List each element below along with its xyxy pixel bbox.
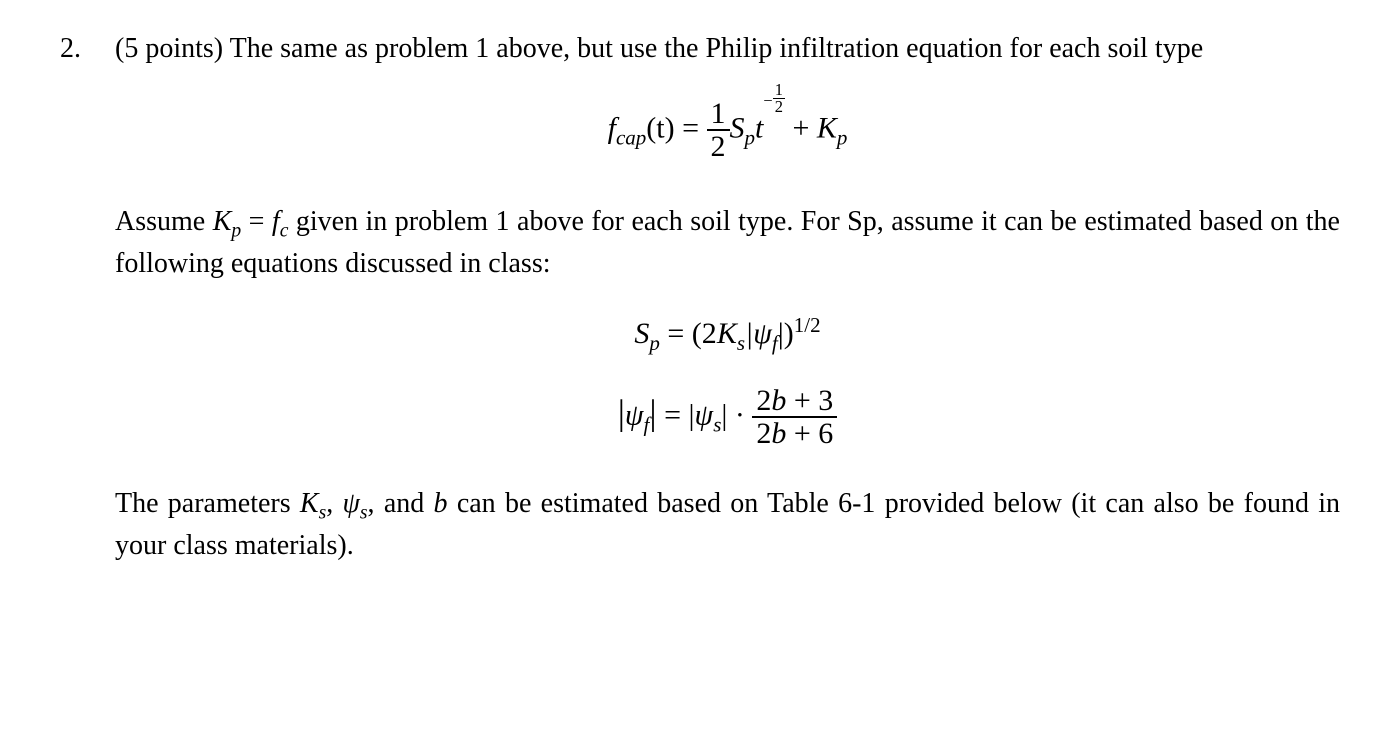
eq3-d-text: 2b + 6 bbox=[756, 417, 833, 450]
eq2-eq: = (2 bbox=[660, 317, 717, 350]
param-a: The parameters bbox=[115, 488, 300, 519]
assume-a: Assume bbox=[115, 206, 213, 237]
eq2-K: K bbox=[717, 317, 737, 350]
assume-b: given in problem 1 above for each soil t… bbox=[115, 206, 1340, 279]
problem-number: 2. bbox=[60, 30, 115, 68]
eq1-K: K bbox=[817, 111, 837, 144]
eq3-lclose: | bbox=[649, 392, 656, 432]
kp: K bbox=[213, 206, 232, 237]
eq2-Ksub: s bbox=[737, 331, 745, 355]
eq1-half-n: 1 bbox=[707, 98, 730, 130]
psis: ψ bbox=[343, 488, 360, 519]
problem-body: (5 points) The same as problem 1 above, … bbox=[115, 30, 1340, 565]
eq1-plus: + bbox=[785, 111, 817, 144]
Ks: K bbox=[300, 488, 319, 519]
points: (5 points) bbox=[115, 33, 230, 64]
comma1: , bbox=[326, 488, 342, 519]
eq3-eq: = bbox=[657, 398, 689, 431]
fc: f bbox=[272, 206, 280, 237]
equation-2: Sp = (2Ks|ψf|)1/2 bbox=[115, 311, 1340, 357]
equation-3: |ψf| = |ψs| · 2b + 32b + 6 bbox=[115, 385, 1340, 450]
eq-sign: = bbox=[241, 206, 272, 237]
eq3-psif: ψ bbox=[625, 398, 644, 431]
params-paragraph: The parameters Ks, ψs, and b can be esti… bbox=[115, 485, 1340, 565]
eq1-exp-n: 1 bbox=[773, 82, 785, 99]
eq3-frac-d: 2b + 6 bbox=[752, 416, 837, 450]
intro-line: (5 points) The same as problem 1 above, … bbox=[115, 30, 1340, 68]
eq1-exp-d: 2 bbox=[773, 98, 785, 116]
eq3-frac: 2b + 32b + 6 bbox=[752, 385, 837, 450]
b: b bbox=[434, 488, 448, 519]
eq2-S: S bbox=[634, 317, 649, 350]
eq1-exp-frac: 12 bbox=[773, 82, 785, 116]
comma2: , and bbox=[368, 488, 434, 519]
eq1-exp: −12 bbox=[763, 77, 785, 118]
kp-sub: p bbox=[231, 220, 241, 241]
eq3-frac-n: 2b + 3 bbox=[752, 385, 837, 417]
eq1-Ssub: p bbox=[745, 125, 756, 149]
eq1-cap: cap bbox=[616, 125, 646, 149]
eq2-close: |) bbox=[778, 317, 794, 350]
eq2-exp: 1/2 bbox=[794, 313, 821, 337]
eq2-Ssub: p bbox=[649, 331, 660, 355]
eq1-t: (t) = bbox=[646, 111, 706, 144]
eq1-half: 12 bbox=[707, 98, 730, 163]
intro-text: The same as problem 1 above, but use the… bbox=[230, 33, 1204, 64]
eq1-f: f bbox=[608, 111, 616, 144]
eq1-S: S bbox=[730, 111, 745, 144]
eq1-neg: − bbox=[763, 91, 772, 110]
eq3-n-text: 2b + 3 bbox=[756, 384, 833, 417]
assume-paragraph: Assume Kp = fc given in problem 1 above … bbox=[115, 203, 1340, 283]
eq1-Ksub: p bbox=[837, 125, 848, 149]
equation-1: fcap(t) = 12Spt−12 + Kp bbox=[115, 98, 1340, 163]
problem-2: 2. (5 points) The same as problem 1 abov… bbox=[60, 30, 1340, 565]
eq3-dot: · bbox=[727, 398, 752, 431]
eq3-lopen: | bbox=[618, 392, 625, 432]
eq3-psis: ψ bbox=[695, 398, 714, 431]
eq2-psi: |ψ bbox=[745, 317, 772, 350]
psis-sub: s bbox=[360, 503, 368, 524]
eq1-half-d: 2 bbox=[707, 129, 730, 163]
eq1-tvar: t bbox=[755, 111, 763, 144]
